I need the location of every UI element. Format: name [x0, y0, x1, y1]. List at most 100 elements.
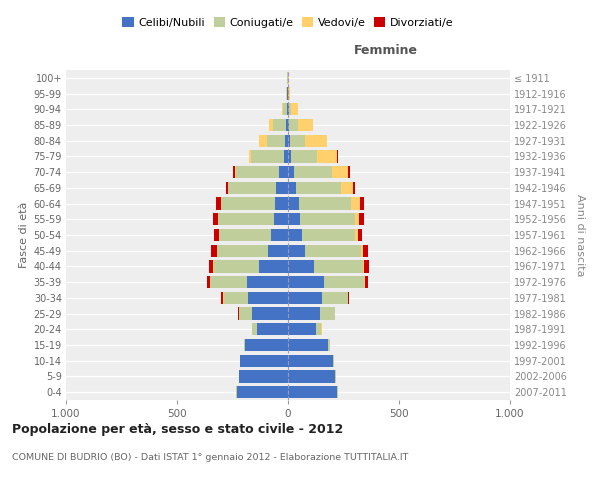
Bar	[288, 260, 314, 272]
Bar	[287, 103, 288, 116]
Bar	[248, 292, 288, 304]
Bar	[317, 150, 337, 162]
Bar	[296, 182, 341, 194]
Bar	[219, 229, 271, 241]
Bar	[288, 370, 335, 382]
Text: Femmine: Femmine	[353, 44, 418, 57]
Bar	[267, 134, 286, 147]
Bar	[288, 134, 290, 147]
Bar	[288, 354, 333, 367]
Bar	[224, 292, 248, 304]
Bar	[236, 166, 279, 178]
Bar	[283, 103, 287, 116]
Bar	[290, 150, 317, 162]
Bar	[233, 166, 235, 178]
Bar	[355, 229, 358, 241]
Bar	[214, 260, 259, 272]
Bar	[282, 103, 283, 116]
Bar	[364, 260, 369, 272]
Bar	[288, 182, 296, 194]
Y-axis label: Fasce di età: Fasce di età	[19, 202, 29, 268]
Bar	[352, 198, 360, 209]
Text: COMUNE DI BUDRIO (BO) - Dati ISTAT 1° gennaio 2012 - Elaborazione TUTTITALIA.IT: COMUNE DI BUDRIO (BO) - Dati ISTAT 1° ge…	[12, 452, 409, 462]
Bar	[286, 119, 288, 131]
Bar	[275, 198, 288, 209]
Bar	[349, 166, 350, 178]
Bar	[228, 182, 276, 194]
Bar	[288, 323, 316, 336]
Bar	[288, 166, 294, 178]
Bar	[328, 339, 329, 351]
Bar	[218, 213, 274, 226]
Bar	[332, 166, 349, 178]
Bar	[235, 166, 236, 178]
Bar	[322, 292, 348, 304]
Bar	[213, 213, 218, 226]
Bar	[268, 244, 288, 257]
Bar	[362, 260, 364, 272]
Bar	[316, 323, 322, 336]
Bar	[239, 370, 288, 382]
Bar	[276, 182, 288, 194]
Y-axis label: Anni di nascita: Anni di nascita	[575, 194, 586, 276]
Bar	[289, 88, 290, 100]
Bar	[214, 229, 219, 241]
Bar	[245, 339, 288, 351]
Bar	[288, 198, 299, 209]
Bar	[365, 276, 368, 288]
Bar	[364, 276, 365, 288]
Bar	[333, 354, 334, 367]
Text: Popolazione per età, sesso e stato civile - 2012: Popolazione per età, sesso e stato civil…	[12, 422, 343, 436]
Bar	[250, 150, 251, 162]
Bar	[288, 244, 305, 257]
Bar	[358, 229, 362, 241]
Bar	[247, 276, 288, 288]
Bar	[271, 229, 288, 241]
Bar	[240, 354, 288, 367]
Bar	[361, 244, 364, 257]
Bar	[288, 386, 337, 398]
Bar	[324, 276, 364, 288]
Bar	[269, 119, 274, 131]
Bar	[353, 182, 355, 194]
Bar	[216, 198, 221, 209]
Bar	[284, 150, 288, 162]
Bar	[360, 198, 364, 209]
Bar	[226, 182, 227, 194]
Bar	[279, 166, 288, 178]
Bar	[211, 276, 247, 288]
Bar	[244, 339, 245, 351]
Bar	[288, 292, 322, 304]
Bar	[341, 182, 353, 194]
Bar	[359, 213, 364, 226]
Bar	[294, 166, 332, 178]
Bar	[288, 119, 289, 131]
Bar	[298, 119, 313, 131]
Bar	[288, 103, 289, 116]
Bar	[288, 213, 299, 226]
Bar	[289, 119, 298, 131]
Bar	[221, 198, 275, 209]
Bar	[290, 103, 298, 116]
Bar	[221, 292, 223, 304]
Bar	[289, 103, 290, 116]
Bar	[251, 150, 284, 162]
Bar	[299, 198, 352, 209]
Bar	[217, 244, 268, 257]
Bar	[288, 308, 320, 320]
Bar	[299, 213, 355, 226]
Bar	[257, 323, 288, 336]
Bar	[211, 244, 217, 257]
Bar	[274, 119, 286, 131]
Bar	[320, 308, 335, 320]
Bar	[288, 229, 302, 241]
Bar	[259, 260, 288, 272]
Bar	[253, 308, 288, 320]
Bar	[314, 260, 362, 272]
Bar	[288, 339, 328, 351]
Bar	[209, 260, 213, 272]
Bar	[274, 213, 288, 226]
Bar	[302, 229, 355, 241]
Bar	[253, 323, 257, 336]
Bar	[239, 308, 253, 320]
